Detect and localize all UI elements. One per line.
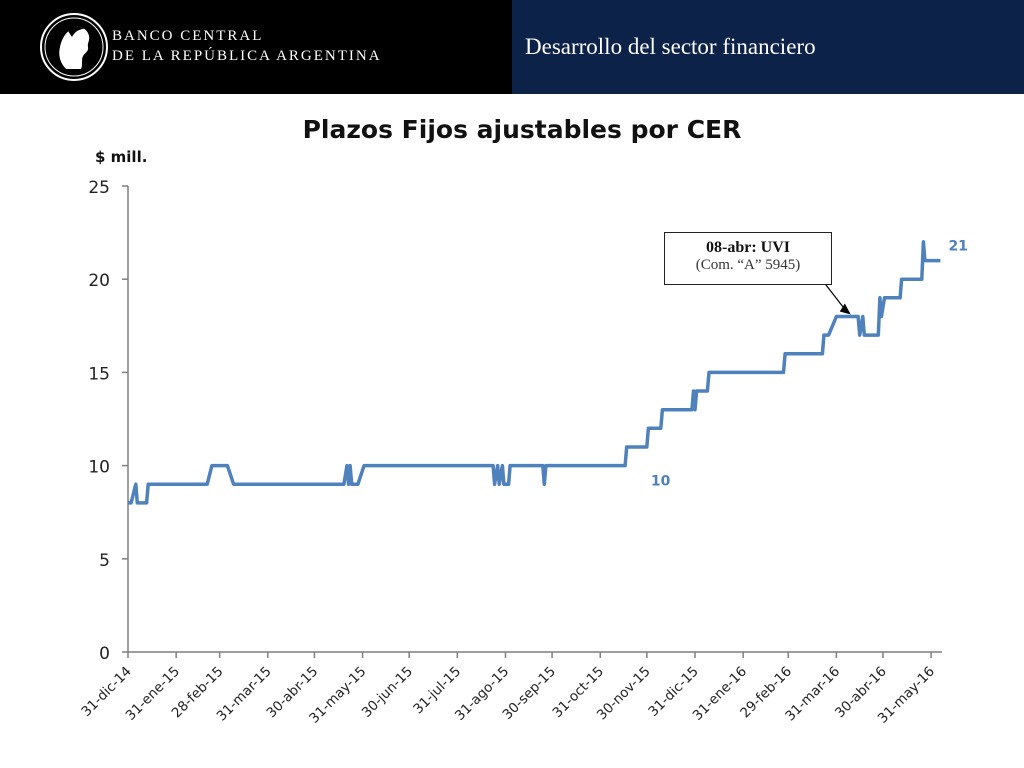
annotation-line1: 08-abr: UVI [706,239,790,256]
annotation-callout: 08-abr: UVI (Com. “A” 5945) [664,232,832,285]
y-tick-label: 0 [99,644,110,664]
y-tick-label: 15 [88,364,110,384]
chart-title: Plazos Fijos ajustables por CER [302,115,742,144]
header-right [512,0,1024,94]
annotation-arrow [825,284,847,311]
x-tick-label: 30-jun-15 [359,664,416,721]
annotation-arrowhead [839,303,851,315]
data-label: 21 [948,239,967,255]
bank-name-line2: DE LA REPÚBLICA ARGENTINA [112,48,382,64]
series-line [128,240,941,505]
bank-name-line1: BANCO CENTRAL [112,28,264,44]
data-label: 10 [651,474,671,490]
header-left: BANCO CENTRAL DE LA REPÚBLICA ARGENTINA [0,0,512,94]
y-axis-unit-label: $ mill. [95,148,148,166]
annotation-line2: (Com. “A” 5945) [695,257,801,273]
y-tick-label: 20 [88,271,110,291]
y-tick-label: 5 [99,551,110,571]
y-tick-label: 25 [88,178,110,198]
section-title: Desarrollo del sector financiero [525,34,816,59]
y-tick-label: 10 [88,458,110,478]
bcra-logo-icon [40,13,108,81]
